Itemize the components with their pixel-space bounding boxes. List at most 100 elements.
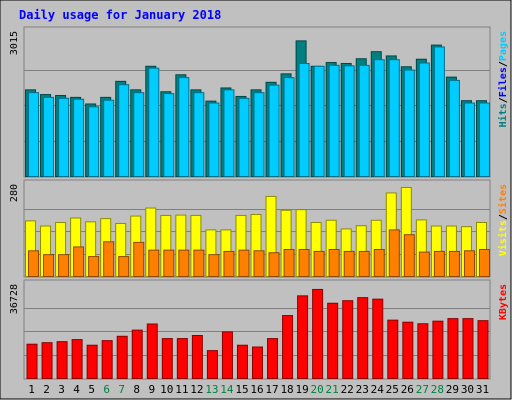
bar-pages-day-22 bbox=[343, 65, 355, 177]
x-tick-label-day-21: 21 bbox=[326, 383, 339, 396]
bar-pages-day-21 bbox=[328, 64, 340, 177]
bar-pages-day-16 bbox=[253, 92, 265, 177]
bar-kbytes-day-5 bbox=[86, 344, 98, 380]
bar-kbytes-day-3 bbox=[56, 341, 68, 380]
bar-pages-day-4 bbox=[73, 98, 85, 177]
legend-item-files: Files bbox=[497, 67, 509, 97]
bar-sites-day-18 bbox=[283, 249, 295, 277]
x-tick-label-day-24: 24 bbox=[371, 383, 385, 396]
x-tick-label-day-14: 14 bbox=[220, 383, 234, 396]
x-tick-label-day-19: 19 bbox=[295, 383, 308, 396]
bar-kbytes-day-7 bbox=[116, 335, 128, 379]
x-tick-label-day-27: 27 bbox=[416, 383, 429, 396]
bar-kbytes-day-15 bbox=[236, 344, 248, 380]
bar-kbytes-day-13 bbox=[206, 350, 218, 379]
x-tick-label-day-10: 10 bbox=[160, 383, 173, 396]
bar-sites-day-27 bbox=[418, 251, 430, 277]
bar-sites-day-9 bbox=[148, 249, 160, 277]
bar-pages-day-30 bbox=[463, 102, 475, 177]
chart-panels: 3015Hits/Files/Pages280Visits/Sites36728… bbox=[9, 26, 509, 380]
bar-sites-day-3 bbox=[58, 254, 70, 277]
bar-kbytes-day-1 bbox=[26, 343, 38, 380]
bar-kbytes-day-6 bbox=[101, 340, 113, 380]
bar-sites-day-25 bbox=[388, 229, 400, 277]
x-tick-label-day-4: 4 bbox=[73, 383, 80, 396]
bar-sites-day-28 bbox=[433, 250, 445, 278]
x-axis-labels: 1 2 3 4 5 6 7 8 9 10 11 12 13 14 15 16 17 18 19 20 21 22 23 24 2… bbox=[28, 383, 489, 396]
bars-hits bbox=[25, 40, 490, 178]
bar-kbytes-day-19 bbox=[297, 295, 309, 379]
x-tick-label-day-30: 30 bbox=[461, 383, 474, 396]
bar-kbytes-day-29 bbox=[447, 318, 459, 379]
x-tick-label-day-22: 22 bbox=[341, 383, 354, 396]
bar-pages-day-19 bbox=[298, 62, 310, 178]
bar-sites-day-30 bbox=[463, 250, 475, 278]
legend-hits: Hits/Files/Pages bbox=[497, 31, 509, 127]
bar-kbytes-day-14 bbox=[221, 331, 233, 380]
bar-kbytes-day-18 bbox=[282, 315, 294, 379]
legend-separator: / bbox=[498, 97, 509, 103]
bar-pages-day-6 bbox=[103, 99, 115, 177]
legend-separator: / bbox=[498, 61, 509, 67]
bar-sites-day-12 bbox=[193, 249, 205, 277]
bar-sites-day-13 bbox=[208, 254, 220, 277]
bar-pages-day-25 bbox=[388, 59, 400, 177]
legend-visits: Visits/Sites bbox=[497, 184, 509, 256]
bars-visits bbox=[25, 186, 490, 278]
bar-pages-day-1 bbox=[28, 92, 40, 177]
bar-pages-day-24 bbox=[373, 59, 385, 177]
panel-visits: 280 Visits/Sites bbox=[9, 179, 509, 278]
bar-sites-day-24 bbox=[373, 249, 385, 277]
legend-item-visits: Visits bbox=[497, 220, 509, 256]
bar-sites-day-22 bbox=[343, 250, 355, 278]
y-max-label-kbytes: 36728 bbox=[9, 284, 20, 314]
bar-kbytes-day-8 bbox=[131, 329, 143, 379]
bar-sites-day-21 bbox=[328, 249, 340, 277]
bar-sites-day-19 bbox=[298, 249, 310, 277]
x-tick-label-day-3: 3 bbox=[58, 383, 65, 396]
x-tick-label-day-15: 15 bbox=[235, 383, 248, 396]
bar-pages-day-15 bbox=[238, 97, 250, 177]
legend-separator: / bbox=[498, 214, 509, 220]
panel-kbytes: 36728 KBytes bbox=[9, 279, 509, 380]
bar-kbytes-day-23 bbox=[357, 297, 369, 379]
bar-pages-day-14 bbox=[223, 89, 235, 177]
chart-title: Daily usage for January 2018 bbox=[19, 8, 221, 22]
panel-hits: 3015 Hits/Files/Pages bbox=[9, 26, 509, 178]
bar-sites-day-26 bbox=[403, 234, 415, 277]
bar-kbytes-day-17 bbox=[267, 338, 279, 380]
bar-sites-day-1 bbox=[28, 250, 40, 278]
bar-sites-day-4 bbox=[73, 246, 85, 278]
bar-kbytes-day-9 bbox=[146, 323, 158, 379]
x-tick-label-day-12: 12 bbox=[190, 383, 203, 396]
bar-pages-day-17 bbox=[268, 84, 280, 177]
bar-pages-day-18 bbox=[283, 77, 295, 177]
bar-kbytes-day-16 bbox=[252, 346, 263, 379]
bar-kbytes-day-4 bbox=[71, 339, 83, 380]
bar-sites-day-6 bbox=[103, 241, 115, 278]
x-tick-label-day-6: 6 bbox=[103, 383, 110, 396]
bar-pages-day-31 bbox=[478, 102, 490, 177]
bar-sites-day-11 bbox=[178, 249, 190, 277]
legend-item-sites: Sites bbox=[497, 184, 509, 214]
bar-kbytes-day-11 bbox=[176, 338, 188, 380]
bar-kbytes-day-28 bbox=[432, 320, 444, 379]
bar-sites-day-31 bbox=[478, 249, 490, 277]
bar-kbytes-day-31 bbox=[477, 320, 489, 379]
bar-kbytes-day-12 bbox=[191, 335, 203, 380]
bars-kbytes bbox=[26, 288, 489, 380]
bar-sites-day-17 bbox=[268, 252, 280, 277]
x-tick-label-day-16: 16 bbox=[250, 383, 263, 396]
x-tick-label-day-9: 9 bbox=[148, 383, 155, 396]
bar-sites-day-5 bbox=[88, 256, 100, 278]
bar-pages-day-8 bbox=[133, 92, 145, 177]
bar-pages-day-3 bbox=[58, 97, 70, 177]
x-tick-label-day-28: 28 bbox=[431, 383, 444, 396]
bar-pages-day-12 bbox=[193, 92, 205, 177]
bar-sites-day-10 bbox=[163, 249, 175, 277]
x-tick-label-day-31: 31 bbox=[476, 383, 489, 396]
x-tick-label-day-13: 13 bbox=[205, 383, 218, 396]
y-max-label-hits: 3015 bbox=[9, 31, 20, 55]
